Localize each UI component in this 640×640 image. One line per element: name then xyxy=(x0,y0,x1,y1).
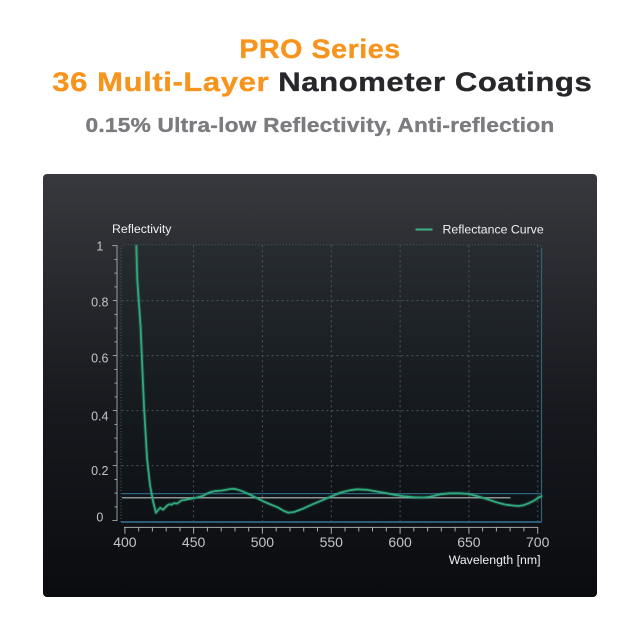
svg-text:550: 550 xyxy=(320,534,344,550)
svg-text:500: 500 xyxy=(251,534,275,550)
svg-text:400: 400 xyxy=(113,534,137,550)
svg-text:0: 0 xyxy=(96,511,103,525)
svg-text:600: 600 xyxy=(388,534,412,550)
svg-text:0.2: 0.2 xyxy=(91,464,108,478)
svg-text:Reflectivity: Reflectivity xyxy=(112,222,172,236)
svg-text:450: 450 xyxy=(182,534,206,550)
svg-text:700: 700 xyxy=(526,534,550,550)
svg-text:Wavelength [nm]: Wavelength [nm] xyxy=(449,553,541,567)
svg-text:1: 1 xyxy=(96,239,103,253)
svg-text:0.6: 0.6 xyxy=(91,351,108,365)
svg-text:650: 650 xyxy=(457,534,481,550)
svg-text:0.4: 0.4 xyxy=(91,410,108,424)
svg-text:Reflectance Curve: Reflectance Curve xyxy=(443,223,544,237)
svg-text:0.8: 0.8 xyxy=(91,295,108,309)
